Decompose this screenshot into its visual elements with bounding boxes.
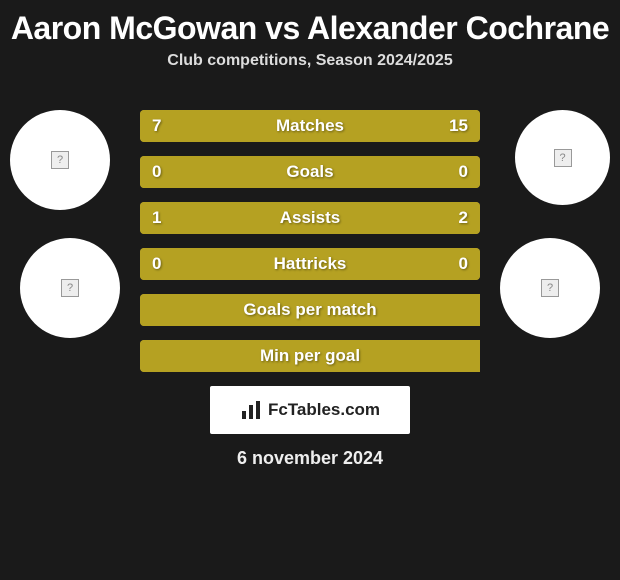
stat-label: Goals	[286, 162, 333, 182]
brand-text: FcTables.com	[268, 400, 380, 420]
stat-right-value: 0	[459, 254, 468, 274]
player-right-avatar: ?	[515, 110, 610, 205]
stat-left-value: 7	[152, 116, 161, 136]
brand-badge: FcTables.com	[210, 386, 410, 434]
stats-bars: 7 15 Matches 0 0 Goals 1 2 Assists 0 0 Hattricks Goa…	[140, 90, 480, 372]
bars-icon	[240, 399, 262, 421]
stat-right-value: 2	[459, 208, 468, 228]
stat-left-value: 0	[152, 162, 161, 182]
image-placeholder-icon: ?	[61, 279, 79, 297]
stat-left-fill	[140, 156, 310, 188]
image-placeholder-icon: ?	[541, 279, 559, 297]
stat-label: Matches	[276, 116, 344, 136]
comparison-content: ? ? ? ? 7 15 Matches 0 0 Goals 1 2 Assists 0 0 Hatt…	[0, 90, 620, 469]
club-right-logo: ?	[500, 238, 600, 338]
stat-right-value: 15	[449, 116, 468, 136]
stat-left-value: 0	[152, 254, 161, 274]
stat-left-value: 1	[152, 208, 161, 228]
stat-label: Assists	[280, 208, 340, 228]
stat-label: Hattricks	[274, 254, 347, 274]
stat-row: Min per goal	[140, 340, 480, 372]
player-left-avatar: ?	[10, 110, 110, 210]
stat-label: Goals per match	[243, 300, 376, 320]
stat-row: Goals per match	[140, 294, 480, 326]
stat-row: 7 15 Matches	[140, 110, 480, 142]
stat-label: Min per goal	[260, 346, 360, 366]
page-subtitle: Club competitions, Season 2024/2025	[0, 52, 620, 90]
image-placeholder-icon: ?	[51, 151, 69, 169]
stat-right-value: 0	[459, 162, 468, 182]
stat-row: 0 0 Goals	[140, 156, 480, 188]
page-title: Aaron McGowan vs Alexander Cochrane	[0, 0, 620, 52]
stat-right-fill	[310, 156, 480, 188]
image-placeholder-icon: ?	[554, 149, 572, 167]
stat-row: 0 0 Hattricks	[140, 248, 480, 280]
club-left-logo: ?	[20, 238, 120, 338]
stat-row: 1 2 Assists	[140, 202, 480, 234]
footer-date: 6 november 2024	[0, 448, 620, 469]
